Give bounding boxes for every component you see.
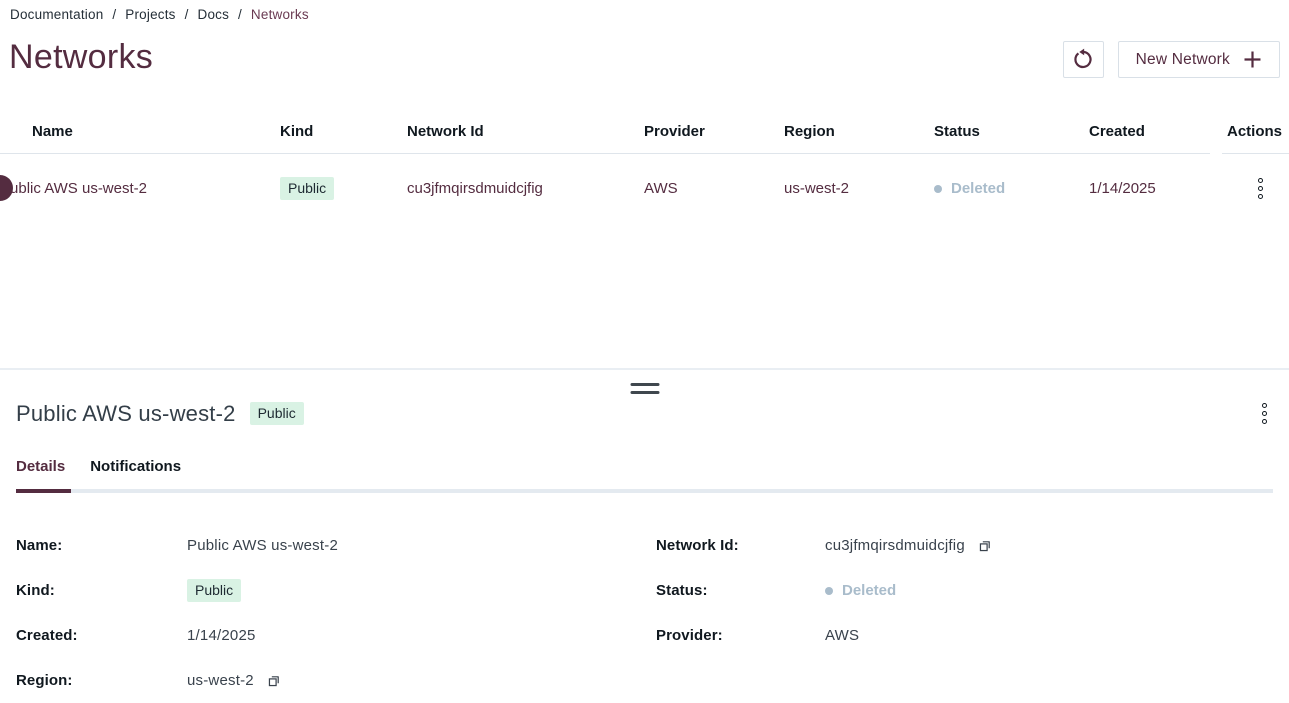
copy-region-button[interactable] <box>265 672 283 690</box>
plus-icon <box>1243 50 1262 69</box>
row-status: Deleted <box>934 180 1089 197</box>
new-network-label: New Network <box>1135 50 1230 68</box>
selected-row-indicator <box>0 175 13 201</box>
row-network-id: cu3jfmqirsdmuidcjfig <box>407 180 543 197</box>
field-name-label: Name: <box>16 537 63 554</box>
drag-handle-icon[interactable] <box>626 381 663 396</box>
status-text: Deleted <box>842 582 897 599</box>
networks-table: Name Kind Network Id Provider Region Sta… <box>0 110 1289 223</box>
field-name-value: Public AWS us-west-2 <box>187 537 338 554</box>
column-header-status: Status <box>934 123 980 140</box>
breadcrumb-separator: / <box>112 7 117 22</box>
tab-underline <box>16 489 1273 493</box>
status-label: Deleted <box>951 180 1006 197</box>
row-kind: Public <box>280 177 407 200</box>
tab-notifications[interactable]: Notifications <box>90 458 182 475</box>
field-region: Region: us-west-2 <box>0 658 640 703</box>
field-status: Status: Deleted <box>640 568 1289 613</box>
details-drawer: Public AWS us-west-2 Public Details Noti… <box>0 368 1289 700</box>
table-header-divider <box>0 153 1289 154</box>
row-region: us-west-2 <box>784 180 850 197</box>
field-provider: Provider: AWS <box>640 613 1289 658</box>
field-provider-value: AWS <box>825 627 860 644</box>
column-header-name: Name <box>32 123 73 140</box>
row-kebab-menu-icon[interactable] <box>1252 174 1269 203</box>
column-header-actions: Actions <box>1226 123 1282 140</box>
field-kind-label: Kind: <box>16 582 55 599</box>
breadcrumb-docs[interactable]: Docs <box>197 7 230 22</box>
drawer-header: Public AWS us-west-2 Public <box>16 399 1273 428</box>
row-provider: AWS <box>644 180 678 197</box>
new-network-button[interactable]: New Network <box>1117 41 1280 78</box>
field-status-value: Deleted <box>825 582 896 599</box>
page-title: Networks <box>9 38 154 76</box>
row-name: Public AWS us-west-2 <box>0 180 147 197</box>
breadcrumb-separator: / <box>184 7 189 22</box>
table-header-row: Name Kind Network Id Provider Region Sta… <box>0 110 1289 153</box>
breadcrumb-separator: / <box>238 7 242 22</box>
field-empty <box>640 658 1289 703</box>
copy-icon <box>267 674 281 688</box>
row-actions <box>1218 174 1289 203</box>
status-dot-icon <box>825 586 833 595</box>
drawer-title: Public AWS us-west-2 <box>16 400 236 426</box>
field-region-label: Region: <box>16 672 73 689</box>
field-provider-label: Provider: <box>656 627 723 644</box>
field-created: Created: 1/14/2025 <box>0 613 640 658</box>
column-header-provider: Provider <box>644 123 705 140</box>
column-header-network-id: Network Id <box>407 123 484 140</box>
details-grid: Name: Public AWS us-west-2 Network Id: c… <box>0 523 1289 703</box>
column-header-region: Region <box>784 123 835 140</box>
field-created-value: 1/14/2025 <box>187 627 256 644</box>
field-network-id: Network Id: cu3jfmqirsdmuidcjfig <box>640 523 1289 568</box>
drawer-kind-badge: Public <box>249 402 304 425</box>
field-status-label: Status: <box>656 582 708 599</box>
copy-network-id-button[interactable] <box>976 537 994 555</box>
field-kind: Kind: Public <box>0 568 640 613</box>
drawer-kebab-menu-icon[interactable] <box>1256 399 1273 428</box>
drawer-tabs: Details Notifications <box>16 458 181 479</box>
column-header-kind: Kind <box>280 123 314 140</box>
status-dot-icon <box>934 184 942 193</box>
row-created: 1/14/2025 <box>1089 180 1156 197</box>
field-created-label: Created: <box>16 627 78 644</box>
field-network-id-label: Network Id: <box>656 537 739 554</box>
field-region-value: us-west-2 <box>187 672 254 689</box>
breadcrumb-projects[interactable]: Projects <box>125 7 176 22</box>
header-actions: New Network <box>1062 41 1280 78</box>
refresh-button[interactable] <box>1062 41 1104 78</box>
breadcrumb-documentation[interactable]: Documentation <box>10 7 104 22</box>
tab-details[interactable]: Details <box>16 458 66 475</box>
column-header-created: Created <box>1089 123 1145 140</box>
table-row[interactable]: Public AWS us-west-2 Public cu3jfmqirsdm… <box>0 154 1289 223</box>
breadcrumb: Documentation / Projects / Docs / Networ… <box>10 7 309 22</box>
field-name: Name: Public AWS us-west-2 <box>0 523 640 568</box>
rotate-ccw-icon <box>1072 48 1095 71</box>
breadcrumb-networks-current: Networks <box>250 7 309 22</box>
kind-badge: Public <box>280 177 335 200</box>
field-network-id-value: cu3jfmqirsdmuidcjfig <box>825 537 965 554</box>
active-tab-indicator <box>16 489 71 493</box>
field-kind-badge: Public <box>187 579 242 602</box>
copy-icon <box>978 539 992 553</box>
